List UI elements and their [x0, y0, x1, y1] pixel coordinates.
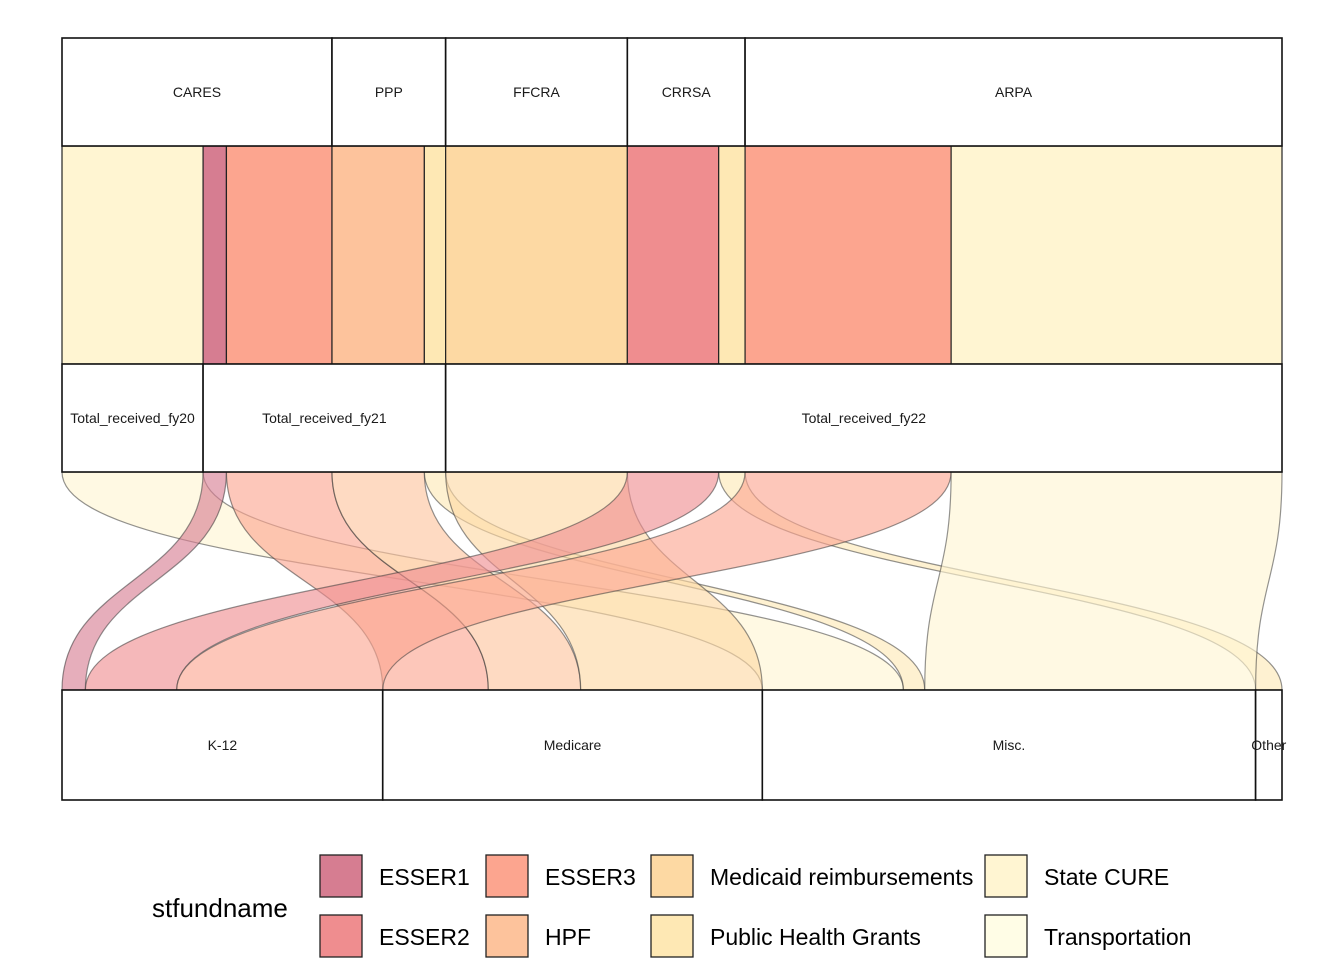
- legend: stfundname ESSER1 ESSER2 ESSER3 HPF Medicaid …: [152, 854, 1191, 958]
- category-box-medicare: [381, 689, 764, 801]
- program-box-ffcra: [444, 37, 629, 147]
- fund-segment-state-cure: [950, 145, 1283, 365]
- legend-swatch-esser3: [485, 854, 529, 898]
- year-label-total-received-fy21: Total_received_fy21: [262, 410, 387, 426]
- legend-swatch-medicaid-reimbursements: [650, 854, 694, 898]
- legend-label-state-cure: State CURE: [1044, 864, 1169, 890]
- program-label-crrsa: CRRSA: [662, 84, 712, 100]
- legend-label-esser2: ESSER2: [379, 924, 470, 950]
- legend-label-transportation: Transportation: [1044, 924, 1191, 950]
- year-box-total-received-fy21: [202, 363, 447, 473]
- flow-layer: [61, 471, 1283, 691]
- year-box-total-received-fy20: [61, 363, 204, 473]
- fund-segment-public-health-grants: [718, 145, 746, 365]
- legend-swatch-state-cure: [984, 854, 1028, 898]
- legend-label-esser1: ESSER1: [379, 864, 470, 890]
- program-box-crrsa: [626, 37, 746, 147]
- year-box-total-received-fy22: [444, 363, 1283, 473]
- legend-swatch-hpf: [485, 914, 529, 958]
- legend-swatch-transportation: [984, 914, 1028, 958]
- category-box-misc: [761, 689, 1257, 801]
- year-label-total-received-fy22: Total_received_fy22: [802, 410, 927, 426]
- fund-segment-medicaid-reimbursements: [445, 145, 628, 365]
- category-label-other: Other: [1251, 737, 1286, 753]
- category-box-other: [1254, 689, 1283, 801]
- year-label-total-received-fy20: Total_received_fy20: [70, 410, 195, 426]
- program-label-cares: CARES: [173, 84, 221, 100]
- category-label-misc: Misc.: [993, 737, 1026, 753]
- program-label-ppp: PPP: [375, 84, 403, 100]
- fund-segment-esser1: [202, 145, 228, 365]
- fund-segment-layer: [61, 145, 1283, 365]
- axis-box-layer: CARES PPP FFCRA CRRSA ARPA Total_received_fy2…: [61, 37, 1287, 801]
- legend-swatch-esser2: [319, 914, 363, 958]
- fund-segment-esser3: [744, 145, 952, 365]
- fund-segment-esser2: [626, 145, 720, 365]
- legend-swatch-esser1: [319, 854, 363, 898]
- program-label-ffcra: FFCRA: [513, 84, 560, 100]
- legend-title: stfundname: [152, 893, 288, 923]
- legend-label-hpf: HPF: [545, 924, 591, 950]
- program-box-ppp: [331, 37, 447, 147]
- program-box-cares: [61, 37, 333, 147]
- program-box-arpa: [744, 37, 1283, 147]
- fund-segment-state-cure: [61, 145, 204, 365]
- fund-segment-esser3: [225, 145, 333, 365]
- legend-label-public-health-grants: Public Health Grants: [710, 924, 921, 950]
- fund-segment-hpf: [331, 145, 425, 365]
- program-label-arpa: ARPA: [995, 84, 1033, 100]
- category-label-k-12: K-12: [208, 737, 238, 753]
- category-label-medicare: Medicare: [544, 737, 602, 753]
- legend-swatch-public-health-grants: [650, 914, 694, 958]
- fund-segment-public-health-grants: [423, 145, 447, 365]
- flow-ribbon: [924, 471, 1283, 691]
- legend-label-medicaid-reimbursements: Medicaid reimbursements: [710, 864, 973, 890]
- legend-label-esser3: ESSER3: [545, 864, 636, 890]
- category-box-k-12: [61, 689, 384, 801]
